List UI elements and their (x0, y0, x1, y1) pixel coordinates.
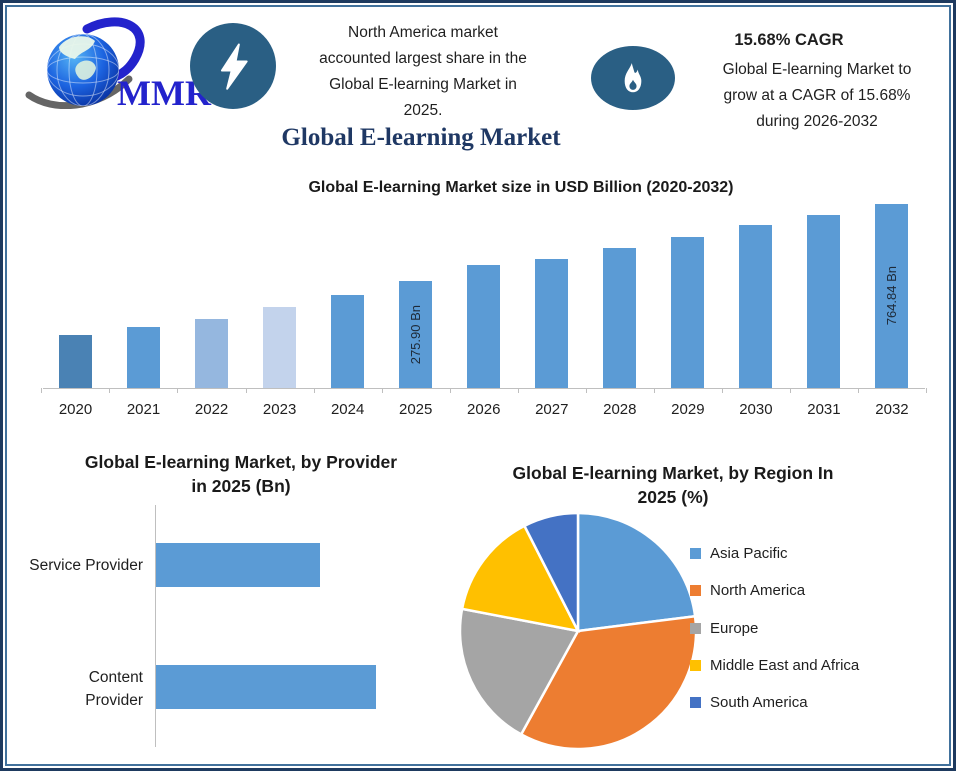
legend-item: Europe (690, 620, 758, 637)
bar-2021 (127, 327, 161, 388)
x-tick-label: 2028 (603, 401, 637, 418)
bar-2032 (875, 204, 909, 388)
x-tick-label: 2021 (126, 401, 161, 418)
y-axis-line (155, 505, 156, 747)
lightning-icon (220, 43, 248, 90)
pie-slice-middle-east-and-africa (460, 524, 581, 633)
provider-chart-title: Global E-learning Market, by Provider in… (84, 452, 398, 496)
pie-slice-europe (458, 607, 580, 737)
cagr-line: Global E-learning Market to (722, 61, 912, 78)
bar-2029 (671, 237, 705, 388)
category-label: Service Provider (29, 557, 143, 574)
bar-2020 (59, 335, 92, 388)
axis-tick (789, 388, 791, 393)
x-tick-label: 2025 (399, 401, 433, 418)
axis-tick (449, 388, 451, 393)
bar-2022 (195, 319, 229, 388)
legend-item: Middle East and Africa (690, 657, 859, 674)
axis-tick (245, 388, 247, 393)
x-tick-label: 2026 (467, 401, 501, 418)
cagr-block: 15.68% CAGR Global E-learning Market to … (691, 31, 943, 135)
legend-swatch (690, 585, 701, 597)
bar-2024 (331, 295, 365, 388)
legend-swatch (690, 659, 701, 671)
market-size-chart-title: Global E-learning Market size in USD Bil… (308, 179, 734, 196)
axis-tick (857, 388, 859, 393)
legend-label: North America (710, 582, 806, 600)
cagr-title: 15.68% CAGR (734, 31, 844, 49)
x-tick-label: 2022 (194, 401, 229, 418)
logo-swoosh-blue (82, 17, 145, 81)
legend-item: South America (690, 694, 808, 711)
headline-text: North America market accounted largest s… (271, 20, 575, 124)
x-tick-label: 2030 (739, 401, 773, 418)
legend-swatch (690, 697, 701, 709)
axis-tick (381, 388, 383, 393)
flame-badge (591, 46, 675, 110)
bar-2025 (399, 281, 433, 388)
pie-slice-south-america (522, 511, 580, 632)
legend-label: Middle East and Africa (710, 656, 860, 674)
cagr-line: grow at a CAGR of 15.68% (723, 87, 911, 104)
pie-slice-north-america (519, 614, 698, 751)
axis-tick (653, 388, 655, 393)
x-tick-label: 2023 (262, 401, 297, 418)
cagr-line: during 2026-2032 (756, 113, 878, 130)
x-tick-label: 2027 (535, 401, 569, 418)
market-size-chart: 2020 2021 2022 2023 2024 2025 275.90 Bn 2026 202… (41, 198, 927, 428)
pie-slice-asia-pacific (576, 511, 697, 633)
x-tick-label: 2029 (671, 401, 705, 418)
legend-label: Europe (710, 619, 759, 637)
x-tick-label: 2024 (330, 401, 365, 418)
legend-item: Asia Pacific (690, 545, 788, 562)
axis-tick (517, 388, 519, 393)
region-pie-chart (458, 511, 698, 751)
headline-line: 2025. (403, 102, 443, 119)
bar-2028 (603, 248, 637, 388)
headline-line: North America market (348, 24, 498, 41)
flame-icon (624, 63, 642, 93)
legend-label: South America (710, 694, 808, 712)
bar-service-provider (156, 543, 320, 587)
headline-line: Global E-learning Market in (329, 76, 517, 93)
x-axis-line (43, 388, 925, 389)
axis-tick (109, 388, 111, 393)
bar-2030 (739, 225, 773, 388)
axis-tick (585, 388, 587, 393)
bar-content-provider (156, 665, 376, 709)
category-label: Content Provider (85, 669, 143, 709)
bar-2026 (467, 265, 501, 388)
region-chart-title: Global E-learning Market, by Region In 2… (512, 463, 834, 507)
legend-label: Asia Pacific (710, 545, 788, 562)
legend-item: North America (690, 582, 805, 599)
region-legend: Asia Pacific North America Europe Middle Ea… (690, 538, 952, 723)
x-tick-label: 2032 (875, 401, 909, 418)
page-title: Global E-learning Market (281, 124, 561, 151)
legend-swatch (690, 548, 701, 559)
axis-tick (925, 388, 927, 393)
axis-tick (177, 388, 179, 393)
axis-tick (313, 388, 315, 393)
axis-tick (41, 388, 43, 393)
x-tick-label: 2031 (807, 401, 841, 418)
headline-line: accounted largest share in the (319, 50, 527, 67)
axis-tick (721, 388, 723, 393)
bar-2031 (807, 215, 841, 388)
provider-chart: Service Provider Content Provider (3, 3, 953, 768)
bar-2023 (263, 307, 297, 388)
bar-2027 (535, 259, 569, 388)
lightning-badge (190, 23, 276, 109)
x-tick-label: 2020 (58, 401, 93, 418)
legend-swatch (690, 622, 701, 634)
